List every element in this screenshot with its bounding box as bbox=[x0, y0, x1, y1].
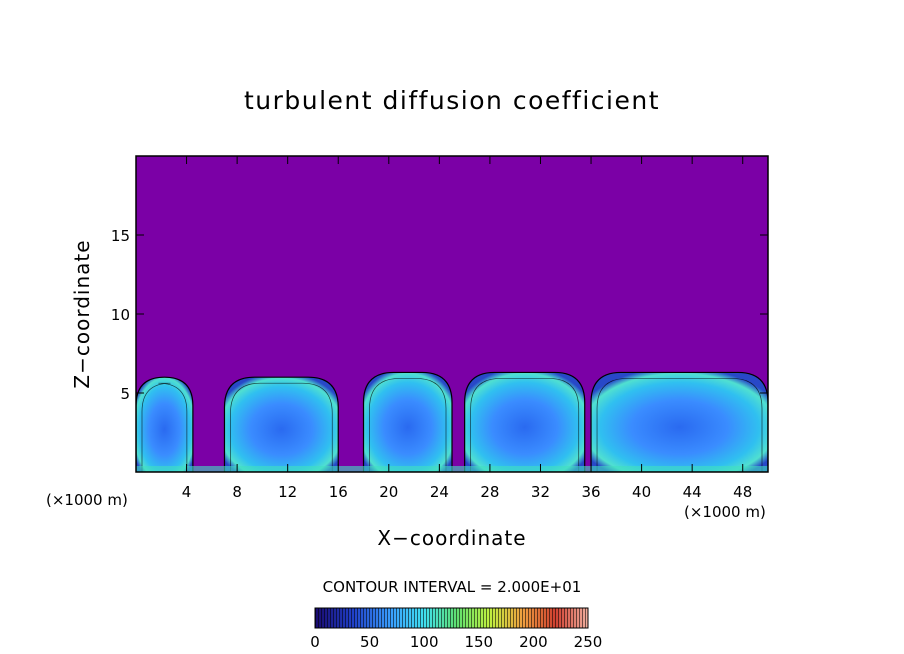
x-tick-label: 44 bbox=[683, 483, 702, 501]
plume-cells bbox=[136, 371, 768, 472]
contour-interval-text: CONTOUR INTERVAL = 2.000E+01 bbox=[322, 578, 582, 596]
plume-contour-1 bbox=[141, 382, 188, 472]
x-unit-label-right: (×1000 m) bbox=[684, 503, 766, 521]
chart-title: turbulent diffusion coefficient bbox=[243, 86, 661, 115]
x-tick-label: 24 bbox=[430, 483, 449, 501]
colorbar-frame bbox=[314, 607, 589, 629]
colorbar-tick-label: 250 bbox=[574, 633, 603, 651]
x-tick-label: 16 bbox=[329, 483, 348, 501]
x-axis-label: X−coordinate bbox=[377, 526, 527, 550]
y-tick-label: 5 bbox=[120, 385, 130, 403]
plume-cell-1 bbox=[136, 376, 194, 472]
x-unit-label-left: (×1000 m) bbox=[46, 491, 128, 509]
plume-cell-3 bbox=[362, 371, 453, 472]
plume-contour-5 bbox=[596, 378, 763, 472]
colorbar-tick-label: 0 bbox=[310, 633, 320, 651]
x-tick-label: 8 bbox=[232, 483, 242, 501]
colorbar-ticks: 0 50 100 150 200 250 bbox=[310, 633, 602, 651]
x-tick-label: 48 bbox=[733, 483, 752, 501]
colorbar-tick-label: 50 bbox=[360, 633, 379, 651]
colorbar-tick-label: 100 bbox=[410, 633, 439, 651]
y-tick-label: 10 bbox=[111, 306, 130, 324]
y-axis: 5 10 15 bbox=[111, 227, 768, 403]
plume-cell-2 bbox=[223, 376, 339, 472]
x-tick-label: 40 bbox=[632, 483, 651, 501]
surface-layer bbox=[136, 466, 768, 472]
y-tick-label: 15 bbox=[111, 227, 130, 245]
x-tick-label: 32 bbox=[531, 483, 550, 501]
plume-contour-4 bbox=[470, 378, 580, 472]
plume-cell-5 bbox=[590, 371, 768, 472]
plume-contour-3 bbox=[369, 378, 447, 472]
colorbar-tick-label: 200 bbox=[519, 633, 548, 651]
x-tick-label: 36 bbox=[581, 483, 600, 501]
plume-contour-2 bbox=[230, 382, 333, 472]
x-tick-label: 4 bbox=[182, 483, 192, 501]
colorbar-tick-label: 150 bbox=[464, 633, 493, 651]
x-tick-label: 28 bbox=[480, 483, 499, 501]
x-tick-label: 12 bbox=[278, 483, 297, 501]
colorbar-stripes bbox=[315, 608, 588, 628]
plume-cell-4 bbox=[464, 371, 586, 472]
x-axis: 4 8 12 16 20 24 28 32 36 40 44 48 bbox=[182, 156, 752, 501]
x-tick-label: 20 bbox=[379, 483, 398, 501]
